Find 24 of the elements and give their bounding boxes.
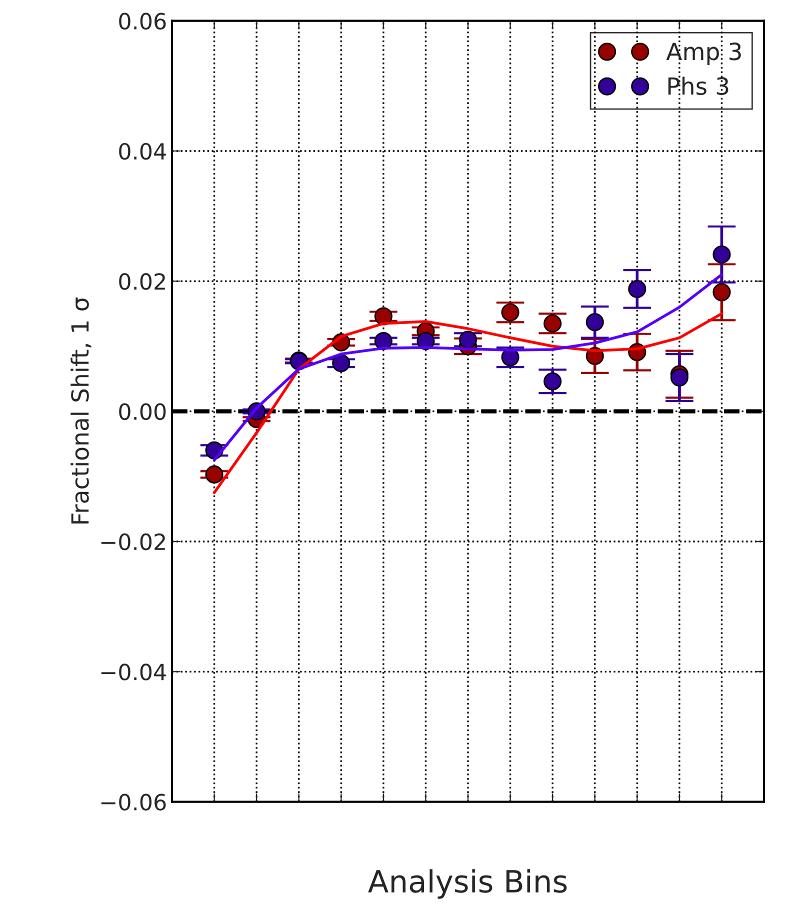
point <box>712 245 731 264</box>
point <box>544 314 562 332</box>
y-tick-label: 0.02 <box>119 273 165 290</box>
point <box>332 354 350 372</box>
y-axis-title: Fractional Shift, 1 σ <box>70 298 92 524</box>
point <box>544 372 562 390</box>
legend-label: Phs 3 <box>668 76 728 96</box>
point <box>458 330 478 349</box>
y-tick-label: −0.06 <box>101 794 166 811</box>
point <box>374 307 392 326</box>
y-tick-label: 0.06 <box>119 12 166 30</box>
point <box>670 368 688 387</box>
point <box>501 303 520 322</box>
y-tick-label: 0.04 <box>119 142 166 160</box>
point <box>628 280 646 298</box>
point <box>374 332 392 350</box>
x-axis-title: Analysis Bins <box>368 869 567 899</box>
legend-label: Amp 3 <box>666 42 741 65</box>
point <box>712 283 731 302</box>
y-tick-label: 0.00 <box>119 403 166 420</box>
y-tick-label: −0.04 <box>101 664 166 680</box>
point <box>586 313 604 332</box>
y-tick-label: −0.02 <box>101 533 165 550</box>
point <box>205 465 224 484</box>
